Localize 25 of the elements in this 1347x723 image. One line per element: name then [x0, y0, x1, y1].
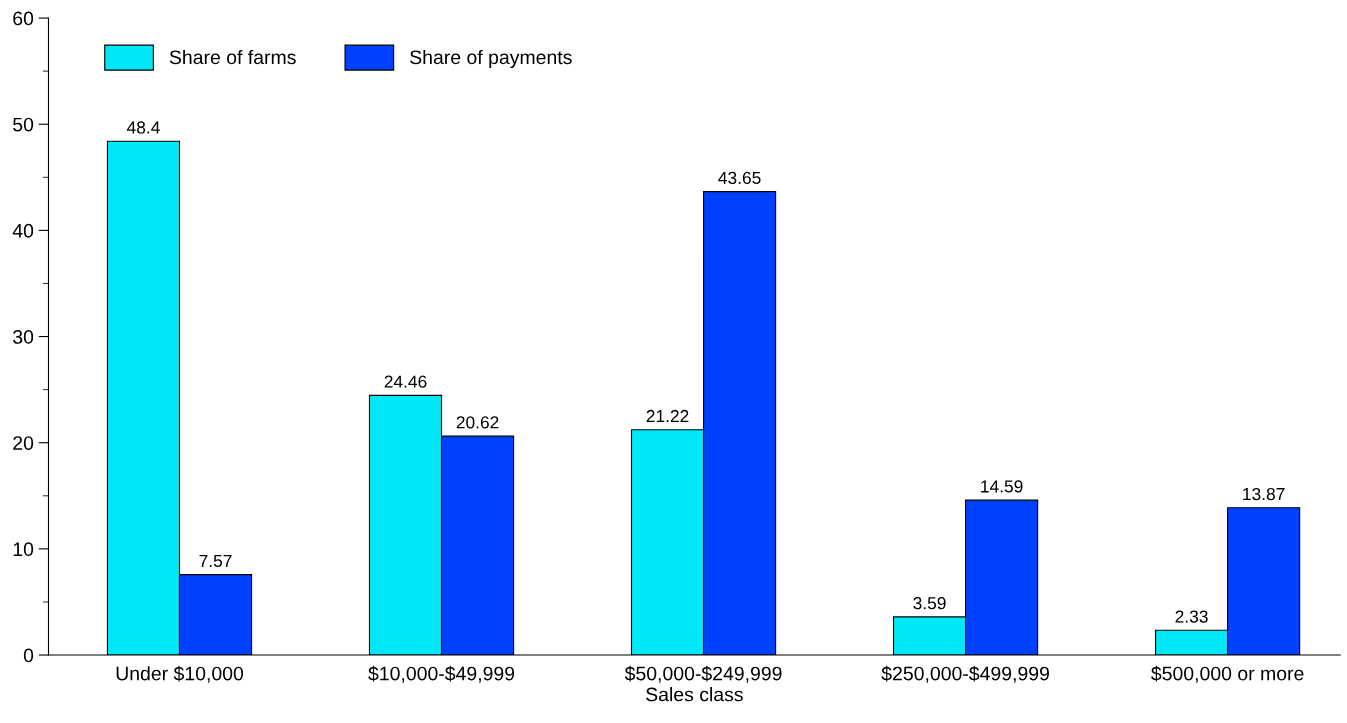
y-tick-label: 0: [23, 648, 34, 663]
legend-label: Share of payments: [410, 49, 572, 69]
data-label: 3.59: [913, 597, 946, 610]
x-tick-label: $250,000-$499,999: [881, 665, 1049, 683]
data-label: 7.57: [199, 554, 232, 568]
y-tick-label: 60: [13, 11, 34, 26]
data-label: 24.46: [384, 375, 427, 388]
legend-label: Share of farms: [169, 49, 296, 65]
data-label: 2.33: [1175, 610, 1208, 623]
x-tick-label: $500,000 or more: [1151, 665, 1304, 683]
y-tick-label: 40: [12, 223, 34, 238]
data-label: 13.87: [1243, 487, 1285, 501]
y-tick-label: 30: [13, 330, 34, 344]
y-tick-label: 10: [13, 542, 34, 557]
y-tick-label: 20: [13, 436, 34, 450]
data-label: 14.59: [981, 480, 1023, 493]
x-axis-title: Sales class: [646, 687, 743, 702]
data-label: 48.4: [126, 121, 160, 134]
data-label: 43.65: [718, 171, 761, 185]
x-tick-label: Under $10,000: [116, 665, 244, 683]
data-label: 21.22: [646, 409, 689, 422]
data-label: 20.62: [456, 416, 499, 429]
y-tick-label: 50: [13, 117, 34, 132]
x-tick-label: $10,000-$49,999: [368, 665, 515, 683]
x-tick-label: $50,000-$249,999: [624, 665, 782, 683]
